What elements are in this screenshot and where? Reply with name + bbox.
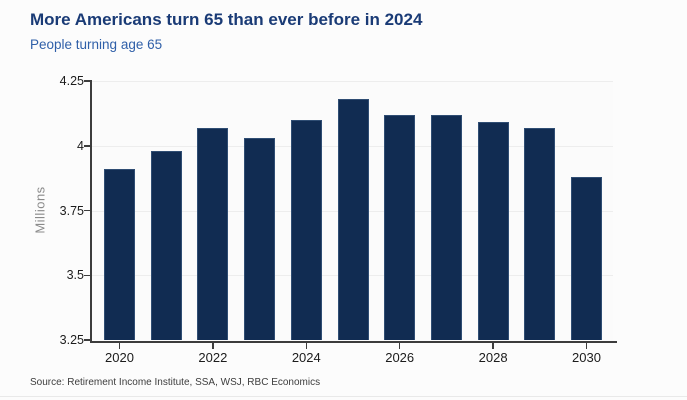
- y-tick-label-4: 4: [77, 138, 84, 153]
- gridline-4.25: [90, 81, 613, 82]
- y-tick-3.5: [84, 274, 90, 276]
- x-tick-2028: [492, 343, 494, 349]
- x-tick-label-2030: 2030: [572, 350, 601, 365]
- x-tick-2022: [212, 343, 214, 349]
- x-axis-line: [90, 341, 617, 343]
- y-tick-4: [84, 145, 90, 147]
- x-tick-label-2024: 2024: [291, 350, 321, 365]
- y-tick-label-3.75: 3.75: [59, 203, 84, 218]
- x-tick-label-2028: 2028: [478, 350, 508, 365]
- x-tick-2020: [118, 343, 121, 349]
- x-tick-label-2022: 2022: [198, 350, 228, 365]
- y-tick-3.75: [84, 209, 90, 212]
- bar-2028: [477, 122, 509, 340]
- bar-2027: [430, 114, 462, 340]
- y-tick-label-4.25: 4.25: [59, 74, 84, 88]
- y-tick-label-3.5: 3.5: [66, 268, 84, 283]
- bar-2026: [384, 114, 416, 340]
- x-tick-2030: [585, 343, 588, 349]
- source-note: Source: Retirement Income Institute, SSA…: [30, 377, 321, 388]
- bar-2030: [571, 176, 602, 340]
- plot-area: [90, 81, 613, 340]
- bar-2025: [337, 99, 369, 340]
- y-axis-line: [90, 80, 92, 342]
- bar-2022: [197, 127, 229, 340]
- bar-2023: [244, 137, 276, 340]
- x-tick-2026: [398, 343, 401, 349]
- bar-2021: [150, 150, 182, 340]
- bar-2020: [104, 169, 135, 340]
- y-tick-3.25: [84, 339, 90, 341]
- y-tick-4.25: [84, 80, 90, 82]
- bar-2024: [290, 119, 322, 340]
- x-tick-label-2026: 2026: [385, 350, 415, 365]
- x-tick-label-2020: 2020: [105, 350, 134, 365]
- bottom-divider: [0, 396, 687, 397]
- y-tick-label-3.25: 3.25: [59, 333, 84, 347]
- bar-2029: [524, 127, 556, 340]
- x-tick-2024: [305, 343, 308, 349]
- chart-subtitle: People turning age 65: [30, 37, 163, 52]
- chart-title: More Americans turn 65 than ever before …: [30, 10, 423, 29]
